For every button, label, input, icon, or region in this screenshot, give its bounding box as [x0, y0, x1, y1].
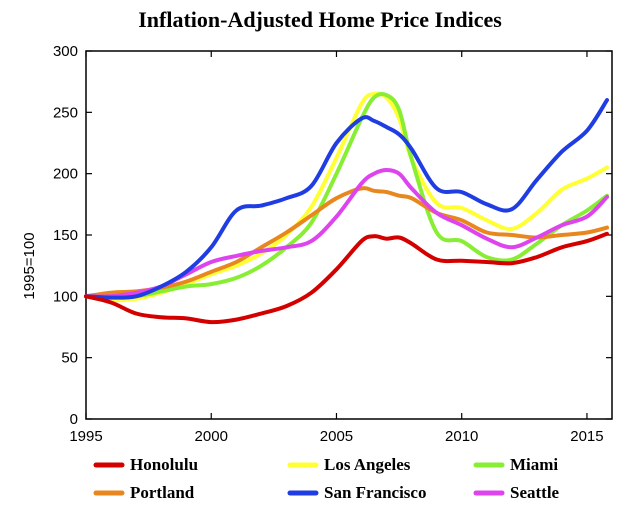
x-tick-label: 2015: [570, 428, 603, 445]
plot-area: 0 50 100 150 200 250 300 1995 2000 2005 2010 2015: [53, 43, 613, 445]
y-tick-label: 150: [53, 227, 78, 244]
legend: Honolulu Los Angeles Miami Portland San Fran…: [93, 455, 560, 502]
y-tick-label: 100: [53, 288, 78, 305]
y-tick-label: 0: [70, 411, 78, 428]
x-tick-label: 2000: [195, 428, 228, 445]
legend-label-honolulu: Honolulu: [130, 455, 198, 474]
legend-label-miami: Miami: [510, 455, 558, 474]
x-tick-label: 1995: [69, 428, 102, 445]
legend-label-san-francisco: San Francisco: [324, 483, 426, 502]
legend-label-los-angeles: Los Angeles: [324, 455, 411, 474]
x-tick-label: 2005: [320, 428, 353, 445]
chart-title: Inflation-Adjusted Home Price Indices: [138, 7, 502, 32]
legend-label-portland: Portland: [130, 483, 195, 502]
series-line-honolulu: [84, 231, 609, 325]
y-tick-label: 300: [53, 43, 78, 60]
plot-frame: [85, 50, 613, 420]
series-line-los-angeles: [84, 91, 609, 303]
x-tick-label: 2010: [445, 428, 478, 445]
y-tick-label: 250: [53, 104, 78, 121]
series-line-san-francisco: [84, 98, 609, 300]
y-tick-label: 200: [53, 166, 78, 183]
y-tick-label: 50: [61, 350, 78, 367]
series-line-portland: [84, 186, 609, 299]
y-axis-label: 1995=100: [21, 232, 38, 299]
legend-label-seattle: Seattle: [510, 483, 560, 502]
series-line-miami: [84, 92, 609, 299]
